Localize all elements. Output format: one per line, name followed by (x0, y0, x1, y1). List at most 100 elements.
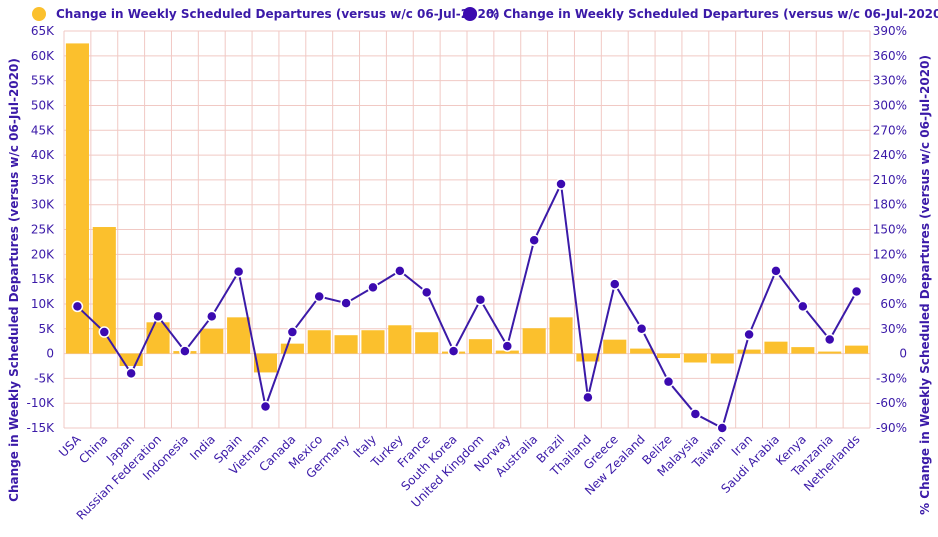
legend-bar-marker (32, 7, 46, 21)
bar-new-zealand (630, 348, 654, 354)
point-mexico (313, 290, 325, 303)
left-tick-label: 45K (31, 123, 55, 137)
left-axis-ticks: -15K -10K -5K 0 5K 10K 15K 20K 25K 30K 35K 40K 45K 50… (27, 24, 56, 435)
bar-saudi-arabia (764, 341, 788, 354)
point-indonesia (179, 345, 191, 357)
bar-australia (522, 328, 546, 354)
point-china (98, 326, 111, 338)
bar-spain (227, 317, 251, 354)
right-tick-label: -60% (876, 396, 907, 410)
point-australia (528, 234, 540, 247)
left-tick-label: 10K (31, 297, 55, 311)
bar-brazil (549, 317, 573, 354)
bar-netherlands (845, 345, 869, 354)
x-tick-label: China (76, 432, 110, 466)
point-japan (125, 367, 137, 380)
point-new-zealand (635, 323, 648, 335)
legend-line-label: % Change in Weekly Scheduled Departures … (487, 7, 938, 21)
right-tick-label: 0 (899, 347, 907, 361)
point-south-korea (447, 345, 460, 357)
left-tick-label: 30K (31, 198, 55, 212)
point-greece (609, 278, 621, 290)
line-series (71, 178, 863, 434)
point-netherlands (850, 285, 863, 298)
right-tick-label: 300% (873, 98, 907, 112)
left-tick-label: -10K (27, 396, 56, 410)
bar-usa (65, 43, 89, 354)
bar-norway (495, 350, 519, 354)
left-tick-label: -5K (34, 371, 55, 385)
bar-germany (334, 335, 358, 354)
point-spain (232, 265, 245, 278)
bar-iran (737, 349, 761, 354)
legend-bar-label: Change in Weekly Scheduled Departures (v… (56, 7, 500, 21)
bar-malaysia (683, 353, 707, 363)
right-tick-label: 270% (873, 123, 907, 137)
right-tick-label: 120% (873, 247, 907, 261)
point-india (206, 310, 218, 323)
right-tick-label: 390% (873, 24, 907, 38)
point-germany (340, 297, 352, 309)
left-axis-title: Change in Weekly Scheduled Departures (v… (7, 58, 21, 502)
bar-thailand (576, 353, 600, 362)
point-taiwan (716, 422, 728, 434)
left-tick-label: 35K (31, 173, 55, 187)
left-tick-label: -15K (27, 421, 56, 435)
gridlines (63, 30, 871, 429)
right-tick-label: 210% (873, 173, 907, 187)
point-vietnam (259, 400, 272, 413)
point-kenya (797, 300, 809, 313)
point-malaysia (689, 408, 702, 420)
left-tick-label: 15K (31, 272, 55, 286)
point-brazil (555, 178, 567, 190)
point-norway (501, 340, 514, 352)
legend-line-marker (463, 7, 477, 21)
bar-kenya (791, 347, 815, 354)
point-usa (71, 300, 84, 313)
point-thailand (582, 391, 594, 404)
point-canada (286, 326, 299, 338)
point-france (420, 286, 433, 299)
point-united-kingdom (474, 294, 487, 306)
point-belize (662, 375, 675, 388)
left-tick-label: 0 (46, 347, 54, 361)
bar-united-kingdom (468, 339, 492, 354)
point-iran (743, 328, 755, 341)
bar-belize (656, 353, 681, 359)
right-tick-label: 150% (873, 223, 907, 237)
point-italy (367, 281, 379, 294)
bar-vietnam (253, 353, 278, 373)
left-tick-label: 55K (31, 74, 55, 88)
right-tick-label: 330% (873, 74, 907, 88)
bar-italy (361, 330, 385, 354)
right-tick-label: 90% (880, 272, 907, 286)
bar-tanzania (818, 351, 842, 354)
bar-greece (603, 339, 627, 354)
right-tick-label: -30% (876, 371, 907, 385)
right-tick-label: 240% (873, 148, 907, 162)
right-tick-label: 180% (873, 198, 907, 212)
bar-canada (280, 343, 304, 354)
point-tanzania (823, 333, 836, 346)
bar-series (65, 43, 869, 373)
right-tick-label: 60% (880, 297, 907, 311)
bar-turkey (388, 325, 412, 354)
point-turkey (394, 265, 406, 277)
left-tick-label: 5K (38, 322, 55, 336)
left-tick-label: 65K (31, 24, 55, 38)
right-tick-label: 30% (880, 322, 907, 336)
right-axis-title: % Change in Weekly Scheduled Departures … (918, 55, 932, 515)
left-tick-label: 50K (31, 98, 55, 112)
point-russian-federation (152, 310, 164, 323)
left-tick-label: 40K (31, 148, 55, 162)
bar-taiwan (710, 353, 734, 364)
left-tick-label: 25K (31, 223, 55, 237)
pct-change-line (76, 180, 858, 430)
bar-france (415, 332, 439, 354)
right-tick-label: -90% (876, 421, 907, 435)
right-tick-label: 360% (873, 49, 907, 63)
bar-china (92, 227, 116, 354)
legend: Change in Weekly Scheduled Departures (v… (32, 7, 938, 21)
